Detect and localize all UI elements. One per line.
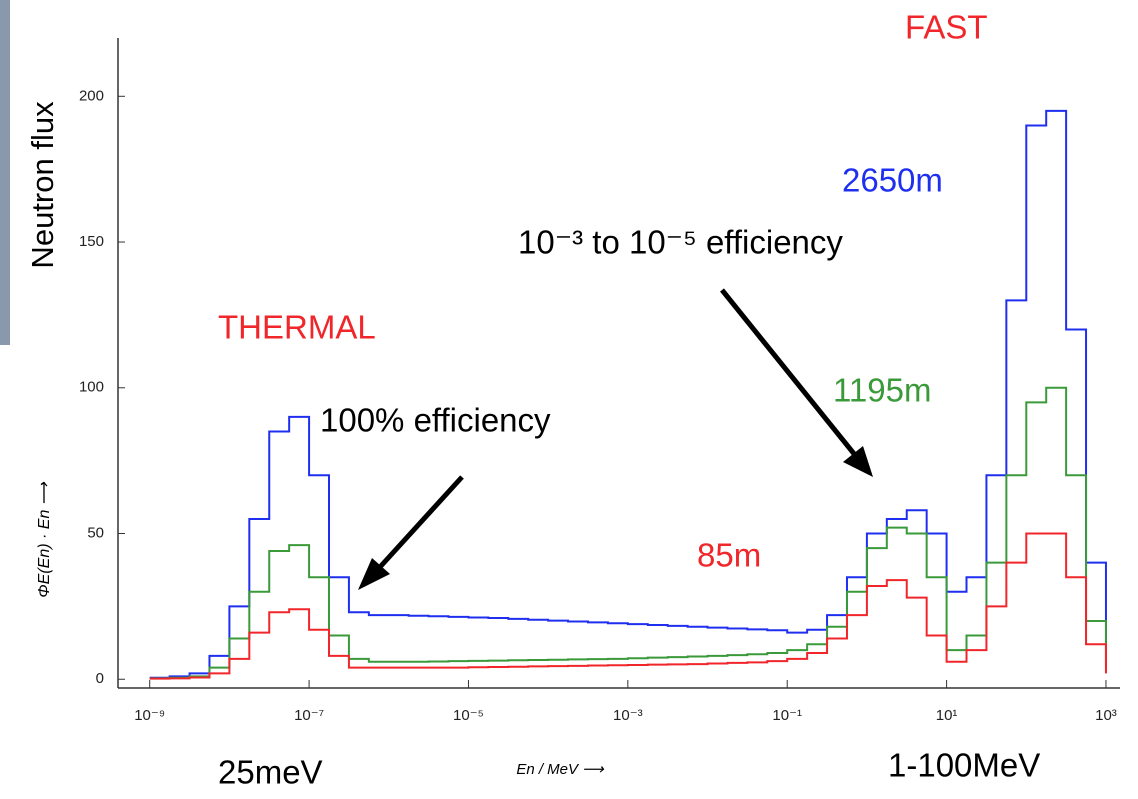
annotation: THERMAL: [218, 309, 376, 346]
annotation: Neutron flux: [25, 101, 60, 269]
annotation: FAST: [905, 9, 988, 46]
y-tick-label: 50: [87, 524, 104, 541]
y-tick-label: 150: [79, 233, 104, 250]
y-tick-label: 100: [79, 379, 104, 396]
series-label: 85m: [697, 537, 761, 574]
x-tick-label: 10³: [1095, 707, 1117, 724]
y-tick-label: 0: [96, 670, 104, 687]
x-axis-label: En / MeV ⟶: [516, 761, 605, 778]
x-tick-label: 10⁻¹: [772, 707, 802, 724]
y-tick-label: 200: [79, 87, 104, 104]
annotation: 25meV: [218, 754, 323, 791]
series-line: [149, 386, 1107, 680]
background-strip: [0, 0, 10, 345]
series-label: 1195m: [833, 372, 931, 409]
annotation: 100% efficiency: [320, 402, 551, 439]
x-tick-label: 10⁻⁵: [453, 707, 484, 724]
annotation: 1-100MeV: [888, 747, 1040, 784]
x-tick-label: 10⁻⁹: [134, 707, 165, 724]
series-line: [149, 109, 1107, 679]
x-tick-label: 10⁻³: [613, 707, 643, 724]
y-axis-label: ΦE(En) · En ⟶: [36, 481, 53, 598]
series-label: 2650m: [842, 162, 943, 199]
arrows: [358, 288, 873, 590]
x-tick-label: 10¹: [936, 707, 958, 724]
x-tick-label: 10⁻⁷: [294, 707, 324, 724]
annotation: 10⁻³ to 10⁻⁵ efficiency: [518, 224, 843, 261]
series-line: [149, 532, 1107, 680]
